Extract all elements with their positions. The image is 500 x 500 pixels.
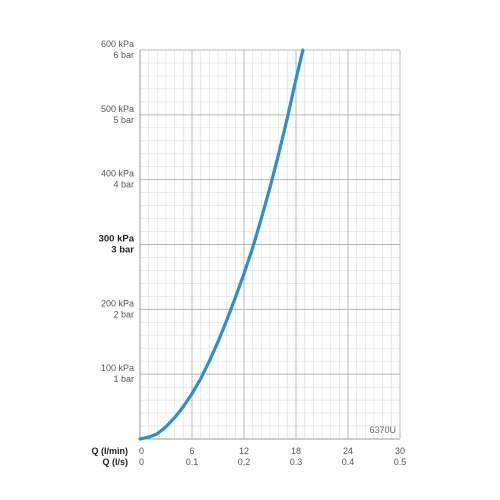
x-tick-label: 24 bbox=[343, 446, 353, 456]
x-tick-label: 0 bbox=[139, 457, 144, 467]
x-tick-label: 0.5 bbox=[394, 457, 407, 467]
y-tick-label-kpa: 600 kPa bbox=[101, 39, 134, 49]
x-axis-label: Q (l/min) bbox=[92, 446, 129, 456]
x-tick-label: 18 bbox=[291, 446, 301, 456]
y-tick-label-kpa: 100 kPa bbox=[101, 363, 134, 373]
chart-code-label: 6370U bbox=[369, 425, 396, 435]
x-tick-label: 30 bbox=[395, 446, 405, 456]
x-tick-label: 0.2 bbox=[238, 457, 251, 467]
x-tick-label: 0.4 bbox=[342, 457, 355, 467]
x-tick-label: 0 bbox=[139, 446, 144, 456]
y-tick-label-bar: 2 bar bbox=[113, 309, 134, 319]
x-tick-label: 12 bbox=[239, 446, 249, 456]
y-tick-label-bar: 1 bar bbox=[113, 374, 134, 384]
x-tick-label: 0.1 bbox=[186, 457, 199, 467]
major-gridlines bbox=[139, 49, 401, 440]
y-tick-label-bar: 4 bar bbox=[113, 180, 134, 190]
y-tick-label-bar: 5 bar bbox=[113, 115, 134, 125]
y-tick-label-kpa: 200 kPa bbox=[101, 298, 134, 308]
pressure-loss-curve bbox=[138, 48, 305, 441]
x-axis-labels: Q (l/min) 0 6 12 18 24 30 Q (l/s) 0 0.1 0.2 0.3 0.4 0… bbox=[92, 446, 407, 467]
y-tick-label-bar: 6 bar bbox=[113, 50, 134, 60]
y-tick-label-kpa: 300 kPa bbox=[99, 234, 135, 245]
x-tick-label: 6 bbox=[189, 446, 194, 456]
y-tick-label-bar: 3 bar bbox=[111, 245, 134, 256]
x-tick-label: 0.3 bbox=[290, 457, 303, 467]
y-tick-label-kpa: 500 kPa bbox=[101, 104, 134, 114]
y-tick-label-kpa: 400 kPa bbox=[101, 169, 134, 179]
x-axis-label: Q (l/s) bbox=[102, 457, 128, 467]
